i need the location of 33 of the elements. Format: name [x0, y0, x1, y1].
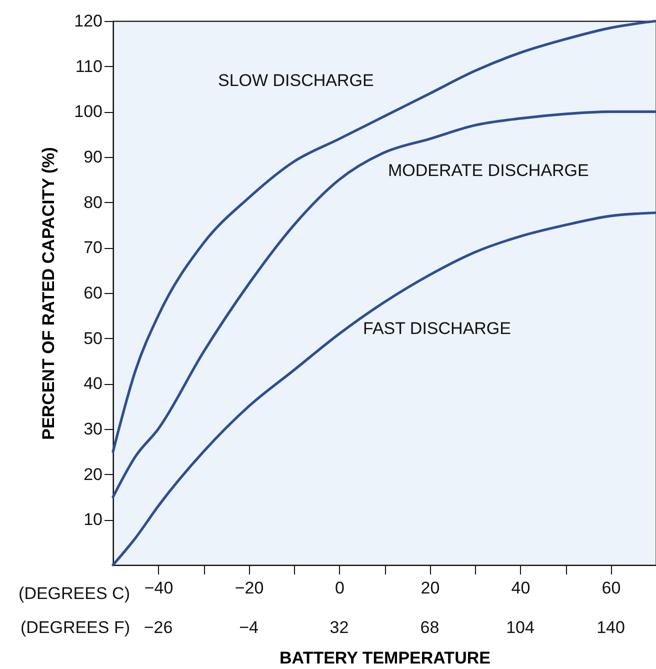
y-tick-label: 110 [75, 56, 102, 76]
text: 104 [506, 618, 534, 637]
text: −26 [144, 618, 173, 637]
series-label: SLOW DISCHARGE [218, 71, 374, 90]
text: 68 [420, 618, 440, 637]
x-tick-label: 60 [602, 578, 621, 598]
line-series [112, 110, 656, 498]
x-tick-label: −20 [234, 578, 264, 598]
y-tick-label: 50 [84, 328, 102, 348]
series-label: MODERATE DISCHARGE [388, 161, 589, 180]
series-label: FAST DISCHARGE [363, 319, 511, 338]
line-series [112, 20, 656, 453]
y-tick-label: 60 [84, 284, 102, 302]
text: (DEGREES C) [18, 584, 130, 603]
y-tick-label: 100 [74, 102, 102, 122]
x-axis-title: BATTERY TEMPERATURE [280, 648, 490, 668]
x-tick-label: 0 [335, 578, 344, 598]
y-tick-label: 40 [84, 374, 102, 394]
text: −4 [239, 618, 258, 637]
y-tick-label: 120 [74, 12, 102, 30]
y-tick-label: 70 [84, 238, 102, 258]
text: 32 [330, 618, 349, 637]
text: 140 [596, 618, 625, 637]
y-tick-label: 20 [84, 464, 102, 484]
x-tick-label: −40 [144, 578, 174, 598]
x-tick-label: 20 [420, 578, 440, 598]
y-axis-title: PERCENT OF RATED CAPACITY (%) [39, 147, 58, 440]
y-tick-label: 90 [84, 148, 102, 166]
text: (DEGREES F) [20, 618, 130, 637]
y-tick-label: 10 [84, 510, 102, 530]
x-tick-label: 40 [511, 578, 530, 598]
y-tick-label: 80 [84, 192, 102, 212]
y-tick-label: 30 [84, 420, 102, 438]
